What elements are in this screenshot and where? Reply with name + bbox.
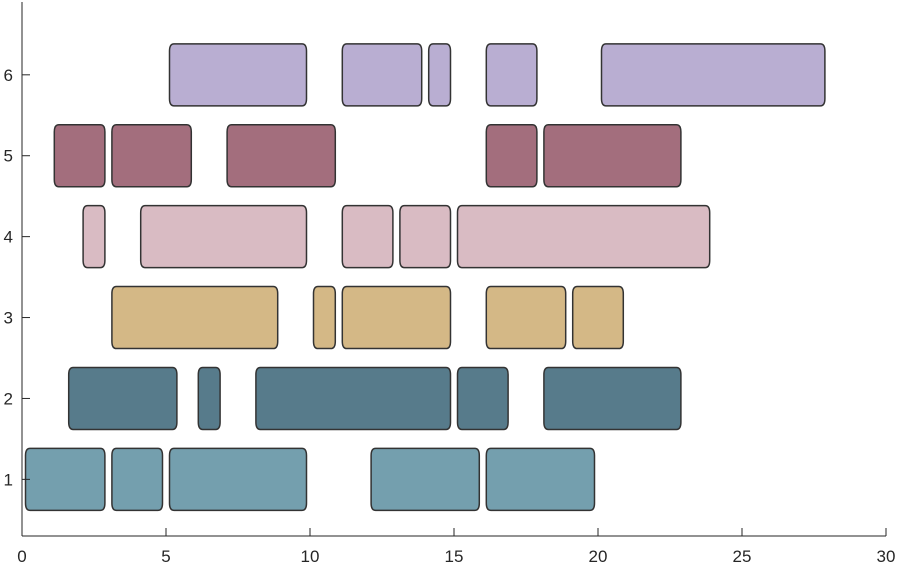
bar-segment-row2-2 <box>197 366 221 431</box>
x-tick-label: 10 <box>301 547 320 566</box>
bar-segment-row2-3 <box>255 366 452 431</box>
bar-segment-row1-1 <box>24 447 106 512</box>
y-tick-label: 4 <box>4 228 13 247</box>
bar-segment-row5-3 <box>226 123 337 188</box>
x-ticks: 0 5 10 15 20 25 30 <box>17 528 895 566</box>
bar-segment-row4-1 <box>82 204 106 269</box>
y-tick-label: 1 <box>4 470 13 489</box>
x-tick-label: 25 <box>733 547 752 566</box>
bar-segment-row6-5 <box>600 43 826 107</box>
bar-segment-row1-4 <box>370 447 481 512</box>
bar-segment-row3-2 <box>312 285 337 350</box>
bar-segment-row2-5 <box>543 366 682 431</box>
bar-segment-row4-2 <box>139 204 308 269</box>
y-ticks: 1 2 3 4 5 6 <box>4 66 30 489</box>
y-tick-label: 5 <box>4 147 13 166</box>
bar-segment-row3-4 <box>485 285 567 350</box>
x-tick-label: 0 <box>17 547 26 566</box>
x-tick-label: 15 <box>445 547 464 566</box>
bar-segment-row5-1 <box>53 123 106 188</box>
bar-segment-row1-2 <box>111 447 164 512</box>
bar-segment-row2-4 <box>456 366 509 431</box>
x-tick-label: 5 <box>161 547 170 566</box>
bar-segment-row4-4 <box>399 204 452 269</box>
bar-segment-row5-4 <box>485 123 538 188</box>
bar-segment-row6-3 <box>427 43 452 107</box>
bar-segment-row6-4 <box>485 43 538 107</box>
x-tick-label: 30 <box>877 547 896 566</box>
bar-segment-row1-3 <box>168 447 308 512</box>
y-tick-label: 6 <box>4 66 13 85</box>
bar-segment-row6-2 <box>341 43 423 107</box>
bars-layer <box>24 43 826 512</box>
bar-segment-row5-5 <box>543 123 682 188</box>
bar-segment-row6-1 <box>168 43 308 107</box>
y-tick-label: 3 <box>4 309 13 328</box>
bar-segment-row4-3 <box>341 204 394 269</box>
bar-segment-row5-2 <box>111 123 193 188</box>
bar-segment-row4-5 <box>456 204 711 269</box>
bar-segment-row1-5 <box>485 447 596 512</box>
x-tick-label: 20 <box>589 547 608 566</box>
bar-segment-row3-1 <box>111 285 279 350</box>
y-tick-label: 2 <box>4 389 13 408</box>
bar-segment-row3-3 <box>341 285 452 350</box>
bar-segment-row3-5 <box>571 285 625 350</box>
bar-segment-row2-1 <box>67 366 178 431</box>
